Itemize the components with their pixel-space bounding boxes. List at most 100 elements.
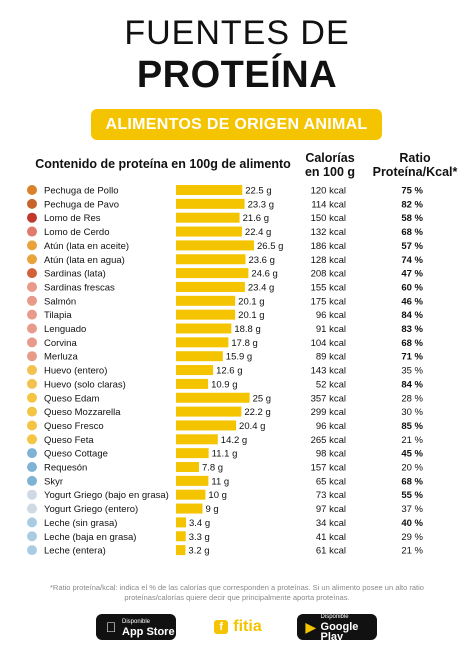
milk-glass-icon (27, 531, 37, 542)
ratio-value: 68 % (401, 476, 423, 487)
calories-value: 157 kcal (311, 463, 346, 474)
calories-value: 265 kcal (311, 435, 346, 446)
ratio-value: 21 % (401, 435, 423, 446)
protein-value-label: 23.6 g (248, 255, 274, 266)
category-label: Atún (lata en agua) (44, 255, 125, 266)
ratio-value: 21 % (401, 546, 423, 557)
calories-value: 61 kcal (316, 546, 346, 557)
protein-value-label: 3.3 g (189, 532, 210, 543)
calories-value: 34 kcal (316, 518, 346, 529)
protein-bar (176, 517, 187, 528)
column-header-protein: Contenido de proteína en 100g de aliment… (35, 157, 291, 171)
app-store-badge[interactable]:  Disponible App Store (96, 614, 176, 640)
protein-value-label: 22.5 g (245, 186, 271, 197)
protein-bar (176, 462, 199, 472)
category-label: Leche (baja en grasa) (44, 532, 136, 543)
protein-value-label: 3.4 g (189, 518, 210, 529)
pork-icon (27, 226, 37, 237)
category-banner: ALIMENTOS DE ORIGEN ANIMAL (91, 109, 382, 140)
play-store-icon: ▶ (305, 618, 317, 635)
title-line-1: FUENTES DE (124, 14, 350, 52)
ratio-value: 55 % (401, 490, 423, 501)
calories-value: 65 kcal (316, 476, 346, 487)
calories-value: 132 kcal (311, 227, 346, 238)
category-label: Tilapia (44, 310, 72, 321)
calories-value: 128 kcal (311, 255, 346, 266)
category-label: Queso Fresco (44, 421, 104, 432)
milk-glass-icon (27, 517, 37, 528)
calories-value: 120 kcal (311, 186, 346, 197)
protein-bar (176, 489, 206, 500)
google-play-badge[interactable]: ▶ Disponible Google Play (297, 614, 377, 643)
calories-value: 52 kcal (316, 379, 346, 390)
protein-bar (176, 448, 209, 459)
category-banner-label: ALIMENTOS DE ORIGEN ANIMAL (105, 115, 368, 133)
ratio-value: 74 % (401, 255, 423, 266)
category-label: Queso Edam (44, 393, 100, 404)
ratio-value: 68 % (401, 338, 423, 349)
category-label: Lomo de Res (44, 213, 101, 224)
protein-value-label: 21.6 g (243, 213, 269, 224)
ratio-value: 84 % (401, 379, 423, 390)
cheese-icon (27, 420, 37, 431)
protein-bar (176, 281, 245, 292)
ratio-value: 82 % (401, 199, 423, 210)
calories-value: 299 kcal (311, 407, 346, 418)
column-header-ratio: Ratio Proteína/Kcal* (368, 151, 462, 179)
ratio-value: 35 % (401, 366, 423, 377)
calories-value: 357 kcal (311, 393, 346, 404)
yogurt-icon (27, 503, 37, 514)
calories-value: 89 kcal (316, 352, 346, 363)
protein-bar (176, 185, 243, 195)
fitia-logo-icon: f (214, 620, 229, 634)
protein-bar (176, 503, 203, 514)
calories-value: 104 kcal (311, 338, 346, 349)
column-header-calories: Calorías en 100 g (297, 151, 363, 179)
ratio-value: 29 % (401, 532, 423, 543)
column-header-calories-line2: en 100 g (304, 165, 356, 179)
calories-value: 150 kcal (311, 213, 346, 224)
app-store-small-label: Disponible (122, 619, 151, 625)
protein-bar (176, 351, 223, 362)
protein-value-label: 9 g (205, 504, 218, 515)
apple-icon:  (100, 619, 122, 635)
calories-value: 96 kcal (316, 421, 346, 432)
category-label: Requesón (44, 463, 87, 474)
category-label: Salmón (44, 296, 76, 307)
ratio-value: 40 % (401, 518, 423, 529)
protein-value-label: 20.1 g (238, 296, 264, 307)
protein-bar (176, 531, 186, 542)
protein-bar (176, 545, 186, 556)
cheese-icon (27, 406, 37, 417)
ratio-value: 84 % (401, 310, 423, 321)
calories-value: 143 kcal (311, 366, 346, 377)
protein-bar (176, 198, 245, 209)
protein-bar (176, 337, 229, 348)
protein-bar (176, 406, 242, 417)
category-label: Atún (lata en aceite) (44, 241, 129, 252)
tuna-can-icon (27, 254, 37, 265)
ratio-value: 75 % (401, 186, 423, 197)
calories-value: 208 kcal (311, 269, 346, 280)
footnote: *Ratio proteína/kcal: indica el % de las… (20, 583, 454, 603)
column-header-calories-line1: Calorías (305, 151, 355, 165)
protein-value-label: 23.4 g (248, 282, 274, 293)
category-label: Lenguado (44, 324, 86, 335)
google-play-small-label: Disponible (320, 614, 349, 620)
google-play-label: Google Play (320, 621, 359, 643)
ratio-value: 58 % (401, 213, 423, 224)
egg-icon (27, 365, 37, 376)
calories-value: 91 kcal (316, 324, 346, 335)
category-label: Huevo (entero) (44, 366, 107, 377)
category-label: Sardinas frescas (44, 282, 115, 293)
protein-value-label: 20.4 g (239, 421, 265, 432)
calories-value: 175 kcal (311, 296, 346, 307)
ratio-value: 60 % (401, 282, 423, 293)
tuna-can-icon (27, 240, 37, 251)
fitia-brand-text: fitia (233, 618, 262, 635)
protein-bar (176, 309, 236, 320)
protein-value-label: 22.4 g (245, 227, 271, 238)
egg-icon (27, 378, 37, 389)
protein-value-label: 24.6 g (251, 269, 277, 280)
